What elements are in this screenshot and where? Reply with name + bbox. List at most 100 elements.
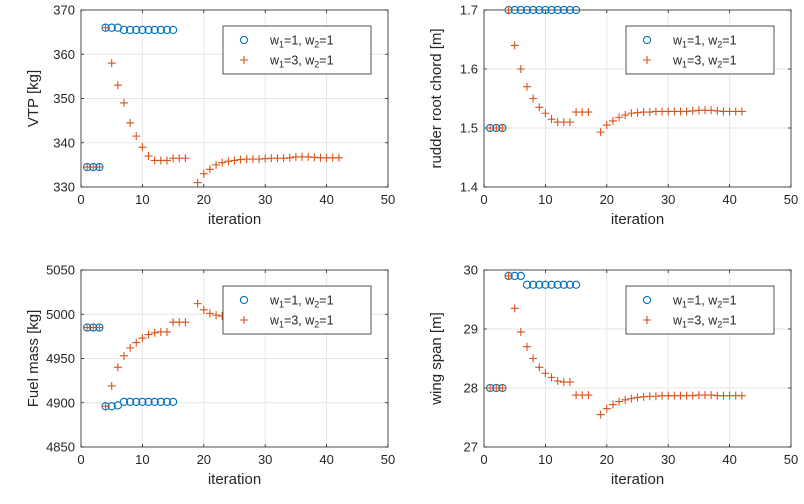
legend-box xyxy=(625,25,775,75)
data-point-plus xyxy=(285,153,294,162)
data-point-plus xyxy=(596,128,605,137)
data-point-plus xyxy=(101,23,110,32)
data-point-plus xyxy=(193,299,202,308)
x-tick-label: 10 xyxy=(135,192,149,207)
data-point-plus xyxy=(522,342,531,351)
legend-box xyxy=(625,285,775,335)
legend-label: w1=3, w2=1 xyxy=(672,54,737,70)
data-point-plus xyxy=(707,106,716,115)
data-point-plus xyxy=(615,397,624,406)
x-tick-label: 0 xyxy=(480,192,487,207)
data-point-plus xyxy=(565,378,574,387)
x-tick-label: 10 xyxy=(538,452,552,467)
data-point-circle xyxy=(553,5,562,15)
y-tick-label: 4950 xyxy=(46,351,75,366)
y-tick-label: 1.6 xyxy=(460,62,478,77)
data-point-plus xyxy=(212,160,221,169)
data-point-plus xyxy=(608,400,617,409)
data-point-circle xyxy=(559,5,568,15)
data-point-circle xyxy=(516,5,525,15)
data-point-plus xyxy=(535,363,544,372)
legend-marker-plus xyxy=(643,316,651,324)
data-point-plus xyxy=(334,153,343,162)
data-point-plus xyxy=(205,165,214,174)
data-point-plus xyxy=(688,391,697,400)
data-point-circle xyxy=(528,5,538,15)
data-point-plus xyxy=(602,121,611,130)
data-point-circle xyxy=(168,25,178,35)
data-point-plus xyxy=(132,132,141,141)
x-tick-label: 50 xyxy=(381,452,395,467)
data-point-plus xyxy=(113,363,122,372)
data-point-plus xyxy=(639,392,648,401)
data-point-plus xyxy=(205,309,214,318)
data-point-plus xyxy=(596,410,605,419)
data-point-circle xyxy=(119,397,129,407)
data-point-circle xyxy=(132,397,141,407)
x-tick-label: 30 xyxy=(258,452,272,467)
data-point-circle xyxy=(125,25,135,35)
data-point-plus xyxy=(553,376,562,385)
x-tick-label: 30 xyxy=(258,192,272,207)
y-tick-label: 1.7 xyxy=(460,3,478,18)
data-point-plus xyxy=(522,82,531,91)
data-point-circle xyxy=(559,280,568,289)
y-tick-label: 1.5 xyxy=(460,121,478,136)
data-point-plus xyxy=(510,304,519,313)
x-tick-label: 30 xyxy=(661,192,675,207)
data-point-circle xyxy=(535,280,544,289)
data-point-circle xyxy=(541,280,550,289)
legend-label: w1=3, w2=1 xyxy=(269,54,334,70)
legend-box xyxy=(222,25,372,75)
y-axis-title: VTP [kg] xyxy=(25,70,42,127)
data-point-plus xyxy=(144,152,153,161)
x-tick-label: 40 xyxy=(319,192,333,207)
data-point-plus xyxy=(218,158,227,167)
x-tick-label: 40 xyxy=(722,192,736,207)
y-tick-label: 5050 xyxy=(46,263,75,278)
legend-marker-circle xyxy=(642,35,652,45)
x-tick-label: 50 xyxy=(381,192,395,207)
data-point-plus xyxy=(516,327,525,336)
data-point-plus xyxy=(199,169,208,178)
legend-label: w1=3, w2=1 xyxy=(672,314,737,330)
data-point-plus xyxy=(504,6,513,14)
data-point-circle xyxy=(571,280,581,289)
x-tick-label: 0 xyxy=(480,452,487,467)
y-tick-label: 4850 xyxy=(46,440,75,455)
legend-marker-plus xyxy=(643,56,651,64)
data-point-plus xyxy=(627,394,636,403)
data-point-circle xyxy=(168,397,178,407)
data-point-plus xyxy=(584,108,593,117)
x-axis-title: iteration xyxy=(208,211,261,228)
data-point-plus xyxy=(126,118,135,127)
y-tick-label: 340 xyxy=(53,135,75,150)
data-point-plus xyxy=(547,115,556,124)
data-point-circle xyxy=(571,5,581,15)
data-point-circle xyxy=(516,271,525,281)
data-point-circle xyxy=(144,25,153,35)
data-point-plus xyxy=(181,318,190,327)
y-tick-label: 4900 xyxy=(46,395,75,410)
data-point-plus xyxy=(212,311,221,320)
x-axis-title: iteration xyxy=(208,471,261,488)
y-axis-title: rudder root chord [m] xyxy=(428,28,445,168)
x-axis-title: iteration xyxy=(611,471,664,488)
data-point-circle xyxy=(162,397,172,407)
data-point-plus xyxy=(138,143,147,152)
data-point-plus xyxy=(107,59,116,68)
data-point-plus xyxy=(193,178,202,187)
data-point-circle xyxy=(132,25,141,35)
data-point-circle xyxy=(547,280,556,289)
data-point-plus xyxy=(621,111,630,120)
data-point-plus xyxy=(107,381,116,390)
data-point-plus xyxy=(602,404,611,413)
data-point-circle xyxy=(541,5,550,15)
data-point-plus xyxy=(737,391,746,400)
y-tick-label: 27 xyxy=(464,440,478,455)
y-tick-label: 28 xyxy=(464,381,478,396)
x-tick-label: 0 xyxy=(77,192,84,207)
y-tick-label: 30 xyxy=(464,263,478,278)
data-point-plus xyxy=(119,98,128,107)
